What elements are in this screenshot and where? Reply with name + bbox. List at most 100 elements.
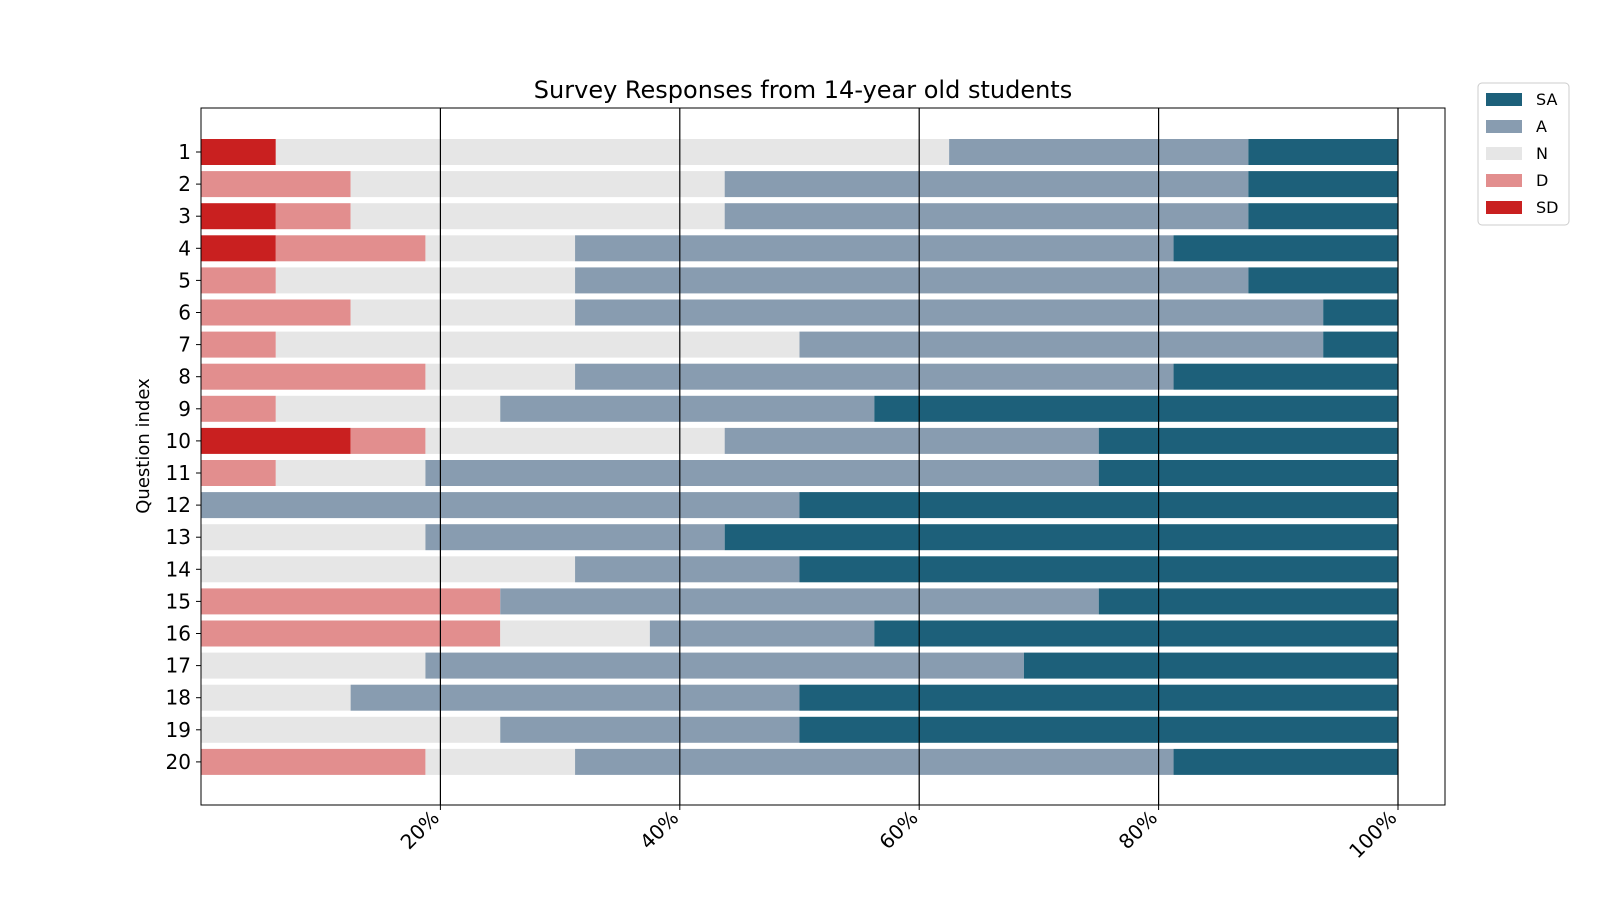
y-tick-label: 14: [166, 557, 191, 581]
bar-n-q17: [201, 652, 426, 679]
legend-swatch-sd: [1486, 201, 1522, 214]
y-tick-label: 3: [178, 204, 191, 228]
bar-sa-q3: [1248, 203, 1399, 230]
bar-a-q18: [350, 684, 800, 711]
y-tick-label: 16: [166, 622, 191, 646]
bar-sa-q17: [1023, 652, 1398, 679]
bar-a-q19: [500, 716, 800, 743]
bar-d-q5: [201, 267, 276, 294]
bar-a-q5: [575, 267, 1249, 294]
bar-a-q12: [201, 492, 800, 519]
bar-n-q6: [350, 299, 576, 326]
legend-swatch-n: [1486, 147, 1522, 160]
bar-sd-q10: [201, 427, 351, 454]
bar-d-q7: [201, 331, 276, 358]
y-tick-label: 13: [166, 525, 191, 549]
y-tick-label: 15: [166, 589, 191, 613]
bar-sa-q11: [1098, 460, 1398, 486]
bar-a-q15: [500, 588, 1099, 615]
y-tick-label: 7: [178, 333, 191, 357]
legend-label-a: A: [1536, 117, 1547, 136]
chart-title: Survey Responses from 14-year old studen…: [534, 76, 1072, 104]
bar-sd-q3: [201, 203, 276, 230]
bar-a-q9: [500, 395, 875, 422]
bar-sa-q19: [799, 716, 1398, 743]
bar-n-q14: [201, 556, 576, 583]
bar-d-q20: [201, 748, 426, 775]
bar-sa-q4: [1173, 235, 1398, 262]
y-axis-label: Question index: [133, 378, 154, 514]
bar-a-q13: [425, 524, 725, 551]
x-tick-label: 60%: [874, 806, 922, 854]
bar-n-q1: [275, 139, 950, 165]
bar-sa-q13: [724, 524, 1398, 551]
bar-n-q19: [201, 716, 501, 743]
bar-a-q14: [575, 556, 800, 583]
bar-a-q7: [799, 331, 1324, 358]
bar-a-q2: [724, 171, 1249, 198]
y-tick-label: 9: [178, 397, 191, 421]
bar-n-q11: [275, 460, 426, 486]
bars-group: [201, 139, 1399, 775]
legend-swatch-d: [1486, 174, 1522, 187]
bar-sa-q14: [799, 556, 1398, 583]
bar-n-q16: [500, 620, 650, 647]
bar-n-q7: [275, 331, 800, 358]
bar-d-q2: [201, 171, 351, 198]
y-tick-label: 19: [166, 718, 191, 742]
bar-a-q20: [575, 748, 1174, 775]
y-tick-label: 12: [166, 493, 191, 517]
legend-label-sa: SA: [1536, 90, 1557, 109]
bar-n-q10: [425, 427, 725, 454]
x-tick-label: 80%: [1114, 806, 1162, 854]
legend-swatch-sa: [1486, 93, 1522, 106]
legend: SA AND SD: [1477, 82, 1570, 226]
bar-sa-q16: [874, 620, 1398, 647]
bar-sa-q6: [1323, 299, 1398, 326]
bar-d-q16: [201, 620, 501, 647]
bar-a-q11: [425, 460, 1099, 486]
x-tick-label: 20%: [396, 806, 444, 854]
bar-d-q3: [275, 203, 351, 230]
bar-n-q18: [201, 684, 351, 711]
bar-n-q5: [275, 267, 576, 294]
bar-sd-q1: [201, 139, 276, 165]
y-tick-label: 1: [178, 140, 191, 164]
bar-sa-q1: [1248, 139, 1399, 165]
bar-sa-q8: [1173, 363, 1398, 390]
bar-sa-q18: [799, 684, 1398, 711]
bar-a-q10: [724, 427, 1099, 454]
bar-sa-q2: [1248, 171, 1399, 198]
legend-swatch-a: [1486, 120, 1522, 133]
bar-a-q17: [425, 652, 1024, 679]
bar-d-q8: [201, 363, 426, 390]
y-tick-label: 11: [166, 461, 191, 485]
y-tick-label: 17: [166, 654, 191, 678]
bar-sa-q20: [1173, 748, 1398, 775]
bar-d-q11: [201, 460, 276, 486]
y-tick-label: 18: [166, 686, 191, 710]
y-tick-label: 4: [178, 236, 191, 260]
legend-label-d: D: [1536, 171, 1548, 190]
bar-d-q9: [201, 395, 276, 422]
bar-a-q8: [575, 363, 1174, 390]
x-tick-label: 40%: [635, 806, 683, 854]
bar-sa-q7: [1323, 331, 1398, 358]
legend-label-sd: SD: [1536, 198, 1558, 217]
y-tick-label: 5: [178, 268, 191, 292]
y-tick-label: 10: [166, 429, 191, 453]
plot-frame: [200, 107, 1446, 806]
bar-d-q15: [201, 588, 501, 615]
x-ticks-group: 20% 40% 60% 80% 100%: [396, 805, 1402, 863]
bar-a-q3: [724, 203, 1249, 230]
legend-box: [1477, 82, 1570, 226]
bar-n-q3: [350, 203, 725, 230]
legend-label-n: N: [1536, 144, 1548, 163]
bar-a-q1: [949, 139, 1249, 165]
bar-n-q4: [425, 235, 576, 262]
bar-d-q10: [350, 427, 426, 454]
bar-a-q16: [649, 620, 875, 647]
bar-sd-q4: [201, 235, 276, 262]
